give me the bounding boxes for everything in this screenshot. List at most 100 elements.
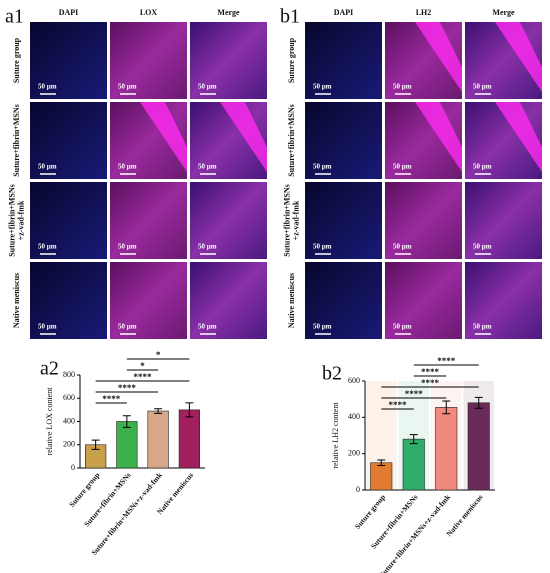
row-label: +z-vad-fmk xyxy=(291,200,300,240)
scale-label: 50 µm xyxy=(393,243,412,251)
row-label: Suture+fibrin+MSNs xyxy=(7,184,16,257)
scale-label: 50 µm xyxy=(393,323,412,331)
error-bar xyxy=(442,400,451,415)
micrograph xyxy=(190,262,267,339)
y-tick-label: 400 xyxy=(348,412,360,421)
bar xyxy=(178,409,200,469)
scale-label: 50 µm xyxy=(198,83,217,91)
micrograph xyxy=(30,22,107,99)
scale-label: 50 µm xyxy=(313,243,332,251)
y-tick-label: 400 xyxy=(63,416,75,425)
significance-label: * xyxy=(156,350,161,360)
scale-label: 50 µm xyxy=(118,323,137,331)
scale-label: 50 µm xyxy=(198,323,217,331)
bar xyxy=(467,402,490,491)
micrograph xyxy=(385,262,462,339)
micrograph xyxy=(305,102,382,179)
row-label: +z-vad-fmk xyxy=(16,200,25,240)
scale-label: 50 µm xyxy=(473,163,492,171)
significance-label: **** xyxy=(421,378,440,388)
y-tick-label: 800 xyxy=(63,370,75,379)
y-tick-label: 0 xyxy=(71,463,75,472)
bar xyxy=(116,421,138,469)
scale-label: 50 µm xyxy=(393,83,412,91)
micrograph xyxy=(110,182,187,259)
significance-label: **** xyxy=(437,356,456,366)
y-axis-label: relative LH2 content xyxy=(331,402,340,469)
column-header: LH2 xyxy=(416,8,432,17)
y-axis-label: relative LOX content xyxy=(45,387,54,456)
stain-band xyxy=(140,102,187,172)
error-bar xyxy=(409,434,418,445)
y-tick-label: 600 xyxy=(348,376,360,385)
micrograph xyxy=(190,182,267,259)
micrograph xyxy=(305,22,382,99)
scale-label: 50 µm xyxy=(118,243,137,251)
micrograph xyxy=(30,102,107,179)
scale-label: 50 µm xyxy=(313,323,332,331)
column-header: Merge xyxy=(492,8,515,17)
significance-label: **** xyxy=(421,367,440,377)
row-label: Suture+fibrin+MSNs xyxy=(12,104,21,177)
scale-label: 50 µm xyxy=(198,243,217,251)
scale-label: 50 µm xyxy=(38,323,57,331)
micrograph xyxy=(110,262,187,339)
scale-label: 50 µm xyxy=(313,83,332,91)
column-header: Merge xyxy=(217,8,240,17)
y-tick-label: 200 xyxy=(348,448,360,457)
row-label: Suture+fibrin+MSNs xyxy=(282,184,291,257)
scale-label: 50 µm xyxy=(313,163,332,171)
stain-band xyxy=(220,102,267,172)
column-header: LOX xyxy=(140,8,158,17)
bar xyxy=(402,438,425,491)
bar xyxy=(370,462,393,491)
scale-label: 50 µm xyxy=(118,83,137,91)
scale-label: 50 µm xyxy=(473,323,492,331)
scale-label: 50 µm xyxy=(473,83,492,91)
micrograph xyxy=(305,262,382,339)
significance-label: **** xyxy=(389,400,408,410)
error-bar xyxy=(185,402,194,418)
panel-label: b1 xyxy=(280,6,300,28)
micrograph xyxy=(465,262,542,339)
y-tick-label: 600 xyxy=(63,393,75,402)
micrograph xyxy=(190,22,267,99)
row-label: Native meniscus xyxy=(12,273,21,328)
significance-label: **** xyxy=(134,372,153,382)
stain-band xyxy=(495,102,542,172)
micrograph xyxy=(385,182,462,259)
significance-label: **** xyxy=(102,394,121,404)
stain-band xyxy=(495,22,542,92)
y-tick-label: 0 xyxy=(356,485,360,494)
panel-label: b2 xyxy=(322,363,342,385)
scale-label: 50 µm xyxy=(38,83,57,91)
significance-label: **** xyxy=(118,383,137,393)
panel-label: a2 xyxy=(40,358,59,380)
error-bar xyxy=(474,396,483,409)
scale-label: 50 µm xyxy=(198,163,217,171)
micrograph xyxy=(30,182,107,259)
row-label: Suture+fibrin+MSNs xyxy=(287,104,296,177)
micrograph xyxy=(305,182,382,259)
bar xyxy=(435,407,458,491)
scale-label: 50 µm xyxy=(473,243,492,251)
significance-label: **** xyxy=(405,389,424,399)
panel-label: a1 xyxy=(5,6,24,28)
micrograph xyxy=(465,182,542,259)
x-tick-label: Suture group xyxy=(67,471,101,509)
error-bar xyxy=(154,408,163,414)
error-bar xyxy=(91,439,100,450)
column-header: DAPI xyxy=(334,8,354,17)
scale-label: 50 µm xyxy=(118,163,137,171)
y-tick-label: 200 xyxy=(63,440,75,449)
bar xyxy=(147,410,169,469)
stain-band xyxy=(415,102,462,172)
significance-label: * xyxy=(140,361,145,371)
x-tick-label: Suture group xyxy=(353,493,387,531)
error-bar xyxy=(377,459,386,466)
micrograph xyxy=(110,22,187,99)
stain-band xyxy=(415,22,462,92)
column-header: DAPI xyxy=(59,8,79,17)
row-label: Suture group xyxy=(12,37,21,83)
